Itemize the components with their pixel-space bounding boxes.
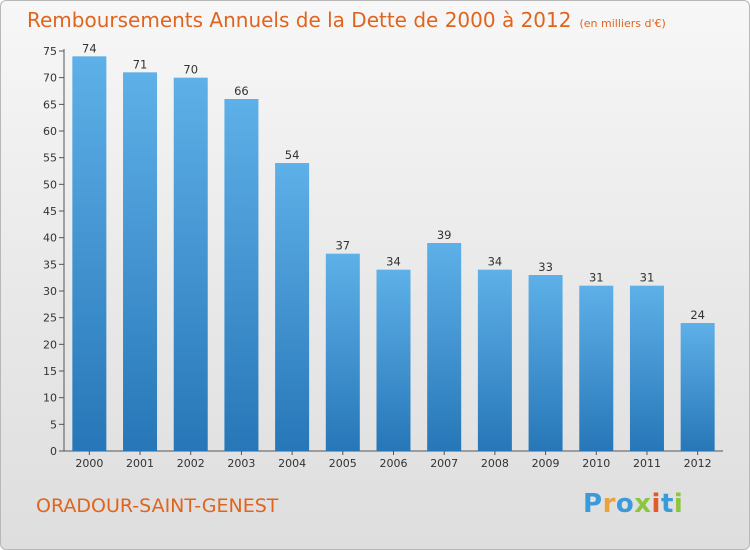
x-tick-label: 2004 bbox=[278, 457, 306, 470]
x-tick-label: 2010 bbox=[582, 457, 610, 470]
bar-value-label: 33 bbox=[538, 260, 553, 274]
x-tick-label: 2011 bbox=[633, 457, 661, 470]
bar-value-label: 31 bbox=[640, 271, 655, 285]
bar bbox=[376, 269, 411, 451]
y-tick-label: 30 bbox=[43, 285, 57, 298]
bar bbox=[427, 243, 462, 451]
bar bbox=[629, 285, 664, 451]
y-tick-label: 25 bbox=[43, 312, 57, 325]
bar-value-label: 39 bbox=[437, 228, 452, 242]
bar bbox=[325, 253, 360, 451]
x-tick-label: 2002 bbox=[177, 457, 205, 470]
bar bbox=[72, 56, 107, 451]
chart-title-text: Remboursements Annuels de la Dette de 20… bbox=[27, 8, 572, 32]
x-tick-label: 2008 bbox=[481, 457, 509, 470]
y-tick-label: 40 bbox=[43, 232, 57, 245]
bar bbox=[173, 77, 208, 452]
x-tick-label: 2003 bbox=[227, 457, 255, 470]
x-tick-label: 2000 bbox=[75, 457, 103, 470]
x-tick-label: 2006 bbox=[380, 457, 408, 470]
bar-value-label: 37 bbox=[335, 239, 350, 253]
logo-letter: r bbox=[602, 489, 616, 519]
bar-value-label: 66 bbox=[234, 84, 249, 98]
bar-value-label: 54 bbox=[285, 148, 300, 162]
x-tick-label: 2009 bbox=[532, 457, 560, 470]
y-tick-label: 60 bbox=[43, 125, 57, 138]
y-tick-label: 75 bbox=[43, 45, 57, 58]
chart-subtitle: (en milliers d'€) bbox=[579, 17, 666, 30]
y-tick-label: 5 bbox=[50, 418, 57, 431]
logo-letter: x bbox=[634, 489, 652, 519]
bar bbox=[477, 269, 512, 451]
logo-letter: i bbox=[651, 489, 661, 519]
proxiti-logo: Proxiti bbox=[583, 489, 683, 519]
x-tick-label: 2005 bbox=[329, 457, 357, 470]
bar bbox=[123, 72, 158, 451]
bar-value-label: 74 bbox=[82, 41, 97, 55]
logo-letter: P bbox=[583, 489, 603, 519]
y-tick-label: 50 bbox=[43, 178, 57, 191]
bar bbox=[680, 323, 715, 451]
bar-value-label: 71 bbox=[133, 57, 148, 71]
x-tick-label: 2001 bbox=[126, 457, 154, 470]
y-tick-label: 65 bbox=[43, 98, 57, 111]
logo-letter: i bbox=[673, 489, 684, 519]
bar bbox=[528, 275, 563, 451]
bar bbox=[224, 99, 259, 451]
bar bbox=[579, 285, 614, 451]
chart-title: Remboursements Annuels de la Dette de 20… bbox=[27, 8, 666, 32]
y-tick-label: 70 bbox=[43, 72, 57, 85]
bar-value-label: 24 bbox=[690, 308, 705, 322]
y-tick-label: 0 bbox=[50, 445, 57, 458]
bar-value-label: 31 bbox=[589, 271, 604, 285]
bar bbox=[275, 163, 310, 451]
y-tick-label: 15 bbox=[43, 365, 57, 378]
y-tick-label: 55 bbox=[43, 152, 57, 165]
x-tick-label: 2012 bbox=[684, 457, 712, 470]
y-tick-label: 20 bbox=[43, 338, 57, 351]
commune-name: ORADOUR-SAINT-GENEST bbox=[36, 495, 279, 517]
x-tick-label: 2007 bbox=[430, 457, 458, 470]
logo-letter: t bbox=[660, 489, 674, 519]
y-tick-label: 10 bbox=[43, 392, 57, 405]
bar-value-label: 70 bbox=[183, 63, 198, 77]
logo-letter: o bbox=[615, 489, 635, 519]
bar-value-label: 34 bbox=[488, 255, 503, 269]
y-tick-label: 35 bbox=[43, 258, 57, 271]
bar-value-label: 34 bbox=[386, 255, 401, 269]
y-tick-label: 45 bbox=[43, 205, 57, 218]
